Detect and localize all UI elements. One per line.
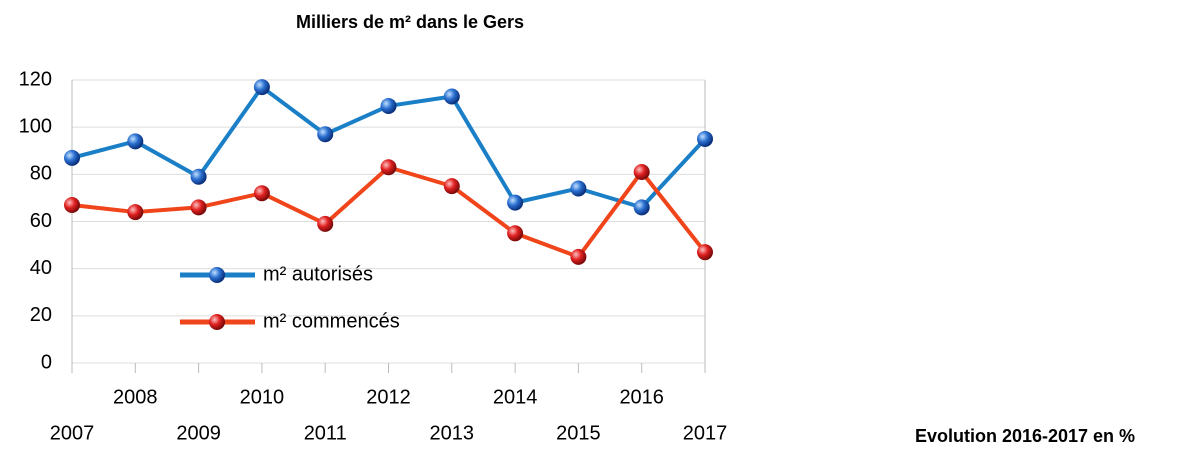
x-tick-label: 2013 xyxy=(430,422,475,444)
point xyxy=(633,199,650,216)
legend-label: m² autorisés xyxy=(263,263,373,285)
y-tick-label: 80 xyxy=(30,163,52,185)
x-tick-label: 2015 xyxy=(556,422,601,444)
point xyxy=(380,97,397,114)
point xyxy=(633,163,650,180)
legend-marker xyxy=(209,314,225,330)
y-tick-label: 60 xyxy=(30,210,52,232)
x-tick-label: 2007 xyxy=(50,422,95,444)
legend-label: m² commencés xyxy=(263,310,400,332)
x-tick-label: 2010 xyxy=(240,386,285,408)
point xyxy=(570,248,587,265)
point xyxy=(443,88,460,105)
point xyxy=(317,126,334,143)
x-tick-label: 2011 xyxy=(304,422,347,444)
y-tick-label: 100 xyxy=(19,115,52,137)
point xyxy=(127,133,144,150)
point xyxy=(570,180,587,197)
x-tick-label: 2008 xyxy=(113,386,158,408)
y-tick-label: 0 xyxy=(41,351,52,373)
point xyxy=(64,149,80,166)
x-tick-label: 2012 xyxy=(366,386,411,408)
x-tick-label: 2009 xyxy=(176,422,221,444)
legend-marker xyxy=(209,267,225,283)
series-line xyxy=(71,165,707,259)
y-tick-label: 120 xyxy=(19,68,52,90)
point xyxy=(64,196,80,213)
point xyxy=(190,168,207,185)
point xyxy=(190,199,207,216)
point xyxy=(380,159,397,176)
point xyxy=(507,194,524,211)
chart-title: Milliers de m² dans le Gers xyxy=(296,12,524,32)
point xyxy=(697,244,713,261)
point xyxy=(443,178,460,195)
x-tick-label: 2017 xyxy=(683,422,728,444)
point xyxy=(507,225,524,242)
x-tick-label: 2016 xyxy=(619,386,664,408)
x-tick-label: 2014 xyxy=(493,386,538,408)
point xyxy=(317,215,334,232)
y-tick-label: 20 xyxy=(30,304,52,326)
y-tick-label: 40 xyxy=(30,257,52,279)
point xyxy=(253,185,270,202)
point xyxy=(127,204,144,221)
point xyxy=(253,79,270,96)
point xyxy=(697,130,713,147)
annotation: Evolution 2016-2017 en % xyxy=(915,426,1135,446)
